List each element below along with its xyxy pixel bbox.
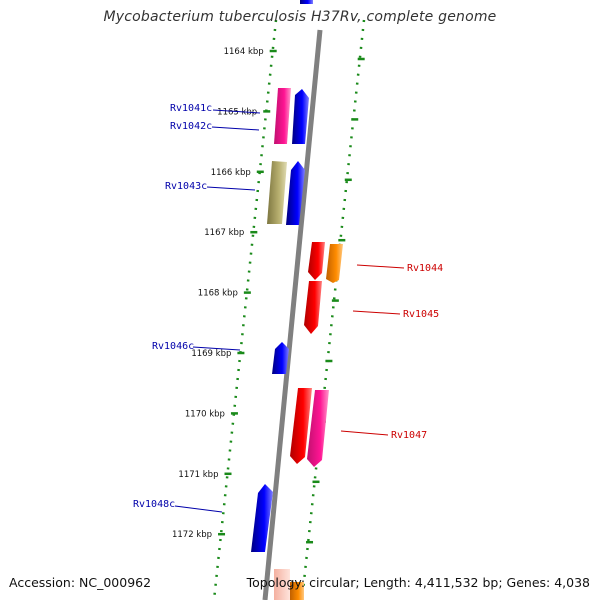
gene-rv1046c[interactable] xyxy=(272,342,289,374)
scale-tick-label: 1169 kbp xyxy=(191,349,231,359)
scale-tick-label: 1164 kbp xyxy=(224,47,264,57)
label-rv1047[interactable]: Rv1047 xyxy=(391,430,427,441)
scale-tick-label: 1170 kbp xyxy=(185,409,225,419)
gene-rv1048c[interactable] xyxy=(251,484,273,552)
gene-top-fragment[interactable] xyxy=(300,0,313,4)
inner-scale-line xyxy=(212,19,278,601)
scale-tick-label: 1166 kbp xyxy=(211,168,251,178)
label-rv1043c[interactable]: Rv1043c xyxy=(165,181,207,192)
label-rv1044[interactable]: Rv1044 xyxy=(407,263,443,274)
label-rv1042c[interactable]: Rv1042c xyxy=(170,121,212,132)
gene-rv1045[interactable] xyxy=(304,281,322,334)
outer-scale-line xyxy=(300,19,366,601)
topology-text: Topology: circular; Length: 4,411,532 bp… xyxy=(246,575,590,590)
gene-labels: Rv1041c Rv1042c Rv1043c Rv1044 Rv1045 Rv… xyxy=(133,103,443,513)
gene-rv1042c[interactable] xyxy=(292,89,309,144)
label-rv1041c[interactable]: Rv1041c xyxy=(170,103,212,114)
gene-rv1043c[interactable] xyxy=(286,161,305,225)
scale-tick-label: 1167 kbp xyxy=(204,228,244,238)
gene-bottom-pale[interactable] xyxy=(274,569,290,600)
label-rv1045[interactable]: Rv1045 xyxy=(403,309,439,320)
scale-tick-label: 1172 kbp xyxy=(172,530,212,540)
scale-tick-label: 1168 kbp xyxy=(198,289,238,299)
scale-tick-label: 1171 kbp xyxy=(178,470,218,480)
genome-backbone xyxy=(262,29,323,601)
scale-ticks: 1164 kbp 1165 kbp 1166 kbp 1167 kbp 1168 kbp… xyxy=(172,47,365,544)
gene-khaki[interactable] xyxy=(267,161,287,224)
accession-text: Accession: NC_000962 xyxy=(9,575,152,590)
gene-pink-1047[interactable] xyxy=(307,390,329,467)
gene-features xyxy=(251,0,343,600)
label-rv1048c[interactable]: Rv1048c xyxy=(133,499,175,510)
scale-tick-label: 1165 kbp xyxy=(217,107,257,117)
gene-rv1047[interactable] xyxy=(290,388,312,464)
gene-orange[interactable] xyxy=(326,244,343,283)
gene-bottom-orange[interactable] xyxy=(290,582,304,600)
genome-title: Mycobacterium tuberculosis H37Rv, comple… xyxy=(103,9,497,25)
gene-rv1044[interactable] xyxy=(308,242,325,280)
gene-rv1041c[interactable] xyxy=(274,88,291,144)
label-rv1046c[interactable]: Rv1046c xyxy=(152,341,194,352)
